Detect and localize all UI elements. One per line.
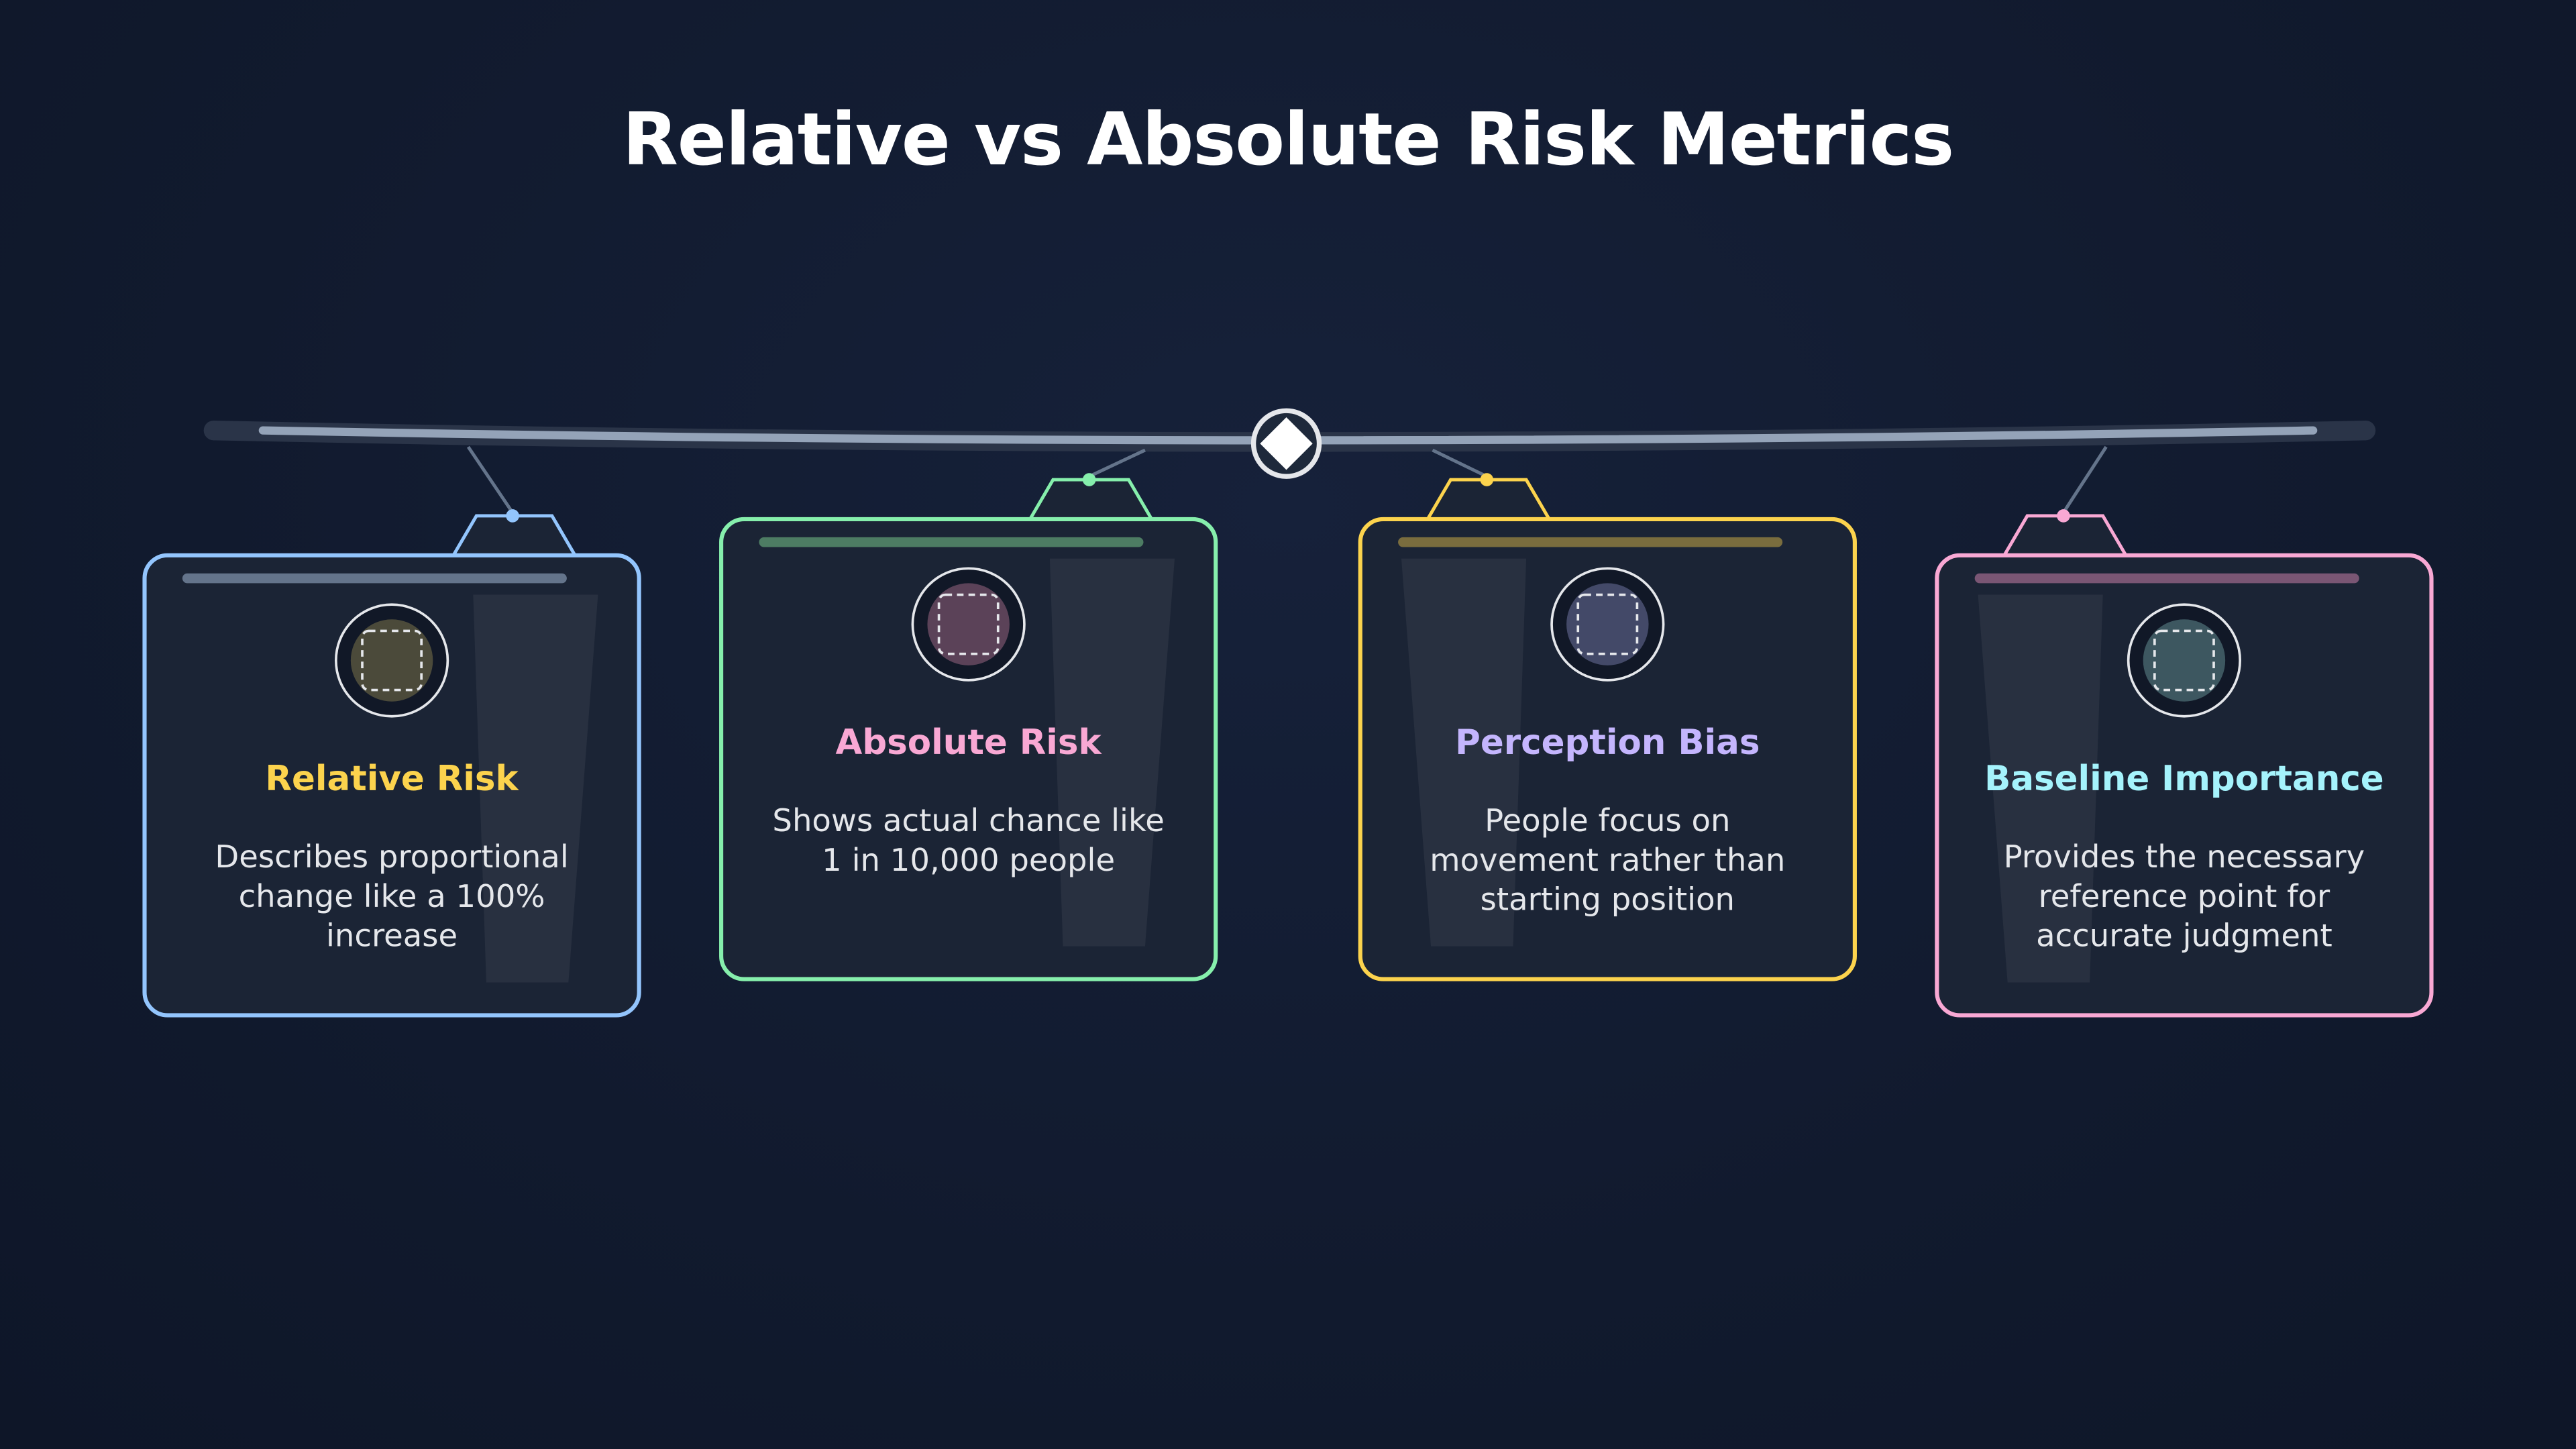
card (1358, 517, 1857, 981)
card-bar (1974, 573, 2359, 584)
card-description: Shows actual chance like 1 in 10,000 peo… (772, 803, 1165, 879)
icon-bg (927, 583, 1010, 665)
card-glow (1401, 558, 1527, 947)
card-bar (1398, 537, 1783, 547)
tab-dot (506, 509, 519, 523)
card-bar (759, 537, 1144, 547)
card-glow (1049, 558, 1175, 947)
card-description: People focus on movement rather than sta… (1430, 803, 1786, 918)
icon-bg (2143, 619, 2226, 702)
connector (2061, 445, 2108, 514)
card-title: Relative Risk (265, 759, 519, 799)
icon-bg (1566, 583, 1649, 665)
card-title: Perception Bias (1455, 722, 1760, 763)
tab-dot (2057, 509, 2070, 523)
connector (1432, 448, 1488, 478)
card-title: Baseline Importance (1984, 759, 2384, 799)
card-glow (473, 594, 598, 983)
connector (1088, 448, 1146, 478)
title: Relative vs Absolute Risk Metrics (622, 98, 1954, 182)
card (1935, 553, 2434, 1018)
connector (466, 445, 515, 514)
card-glow (1978, 594, 2103, 983)
card-bar (182, 573, 567, 584)
card-title: Absolute Risk (835, 722, 1102, 763)
card-description: Describes proportional change like a 100… (215, 839, 569, 955)
tab-dot (1480, 473, 1494, 486)
card (142, 553, 641, 1018)
card-description: Provides the necessary reference point f… (2003, 839, 2365, 955)
icon-bg (350, 619, 433, 702)
tab-dot (1082, 473, 1096, 486)
card (719, 517, 1218, 981)
